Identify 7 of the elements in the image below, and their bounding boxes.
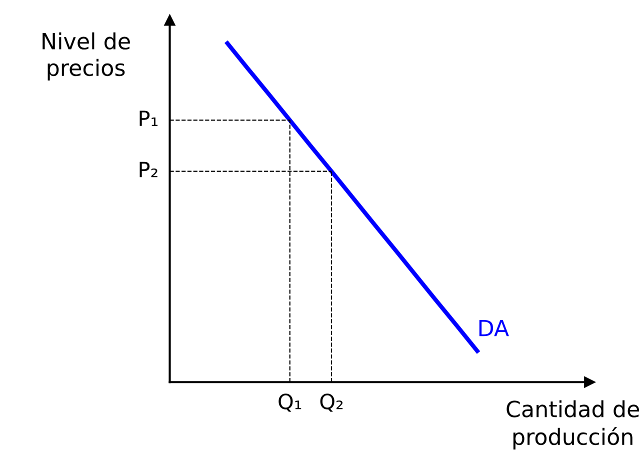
x-tick-label: Q₁	[278, 394, 302, 412]
series-label: DA	[479, 320, 509, 336]
x-tick-label: Q₂	[320, 394, 343, 412]
ref-line-label: P₁	[140, 110, 158, 126]
y-axis-title: Nivel de precios	[42, 32, 130, 80]
ref-line-label: P₂	[140, 162, 158, 178]
x-axis-title: Cantidad de producción	[506, 400, 640, 450]
